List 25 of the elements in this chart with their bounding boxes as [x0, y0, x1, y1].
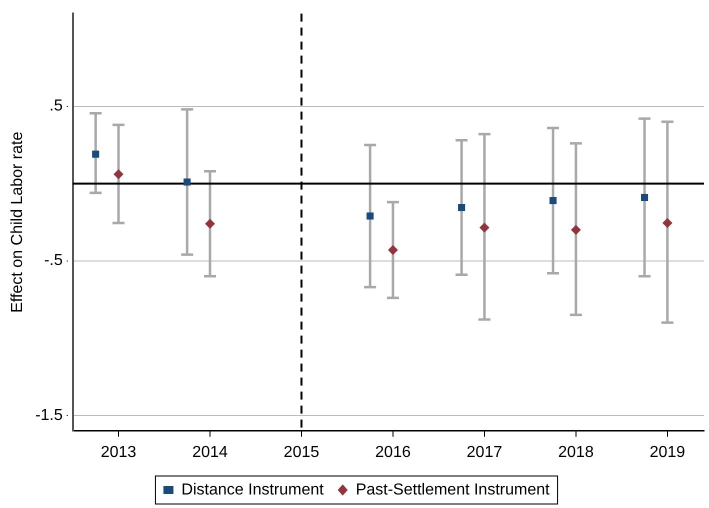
point: [184, 178, 191, 186]
point: [641, 194, 648, 202]
legend-label: Past-Settlement Instrument: [356, 481, 550, 498]
point: [570, 224, 581, 235]
y-tick-label: -.5: [44, 252, 63, 270]
point: [458, 204, 466, 212]
legend-label: Distance Instrument: [181, 481, 324, 498]
x-tick-label: 2018: [558, 444, 594, 461]
x-tick-label: 2016: [375, 444, 411, 461]
x-tick-label: 2014: [192, 444, 228, 461]
x-tick-label: 2015: [284, 444, 320, 461]
point: [662, 218, 672, 228]
point: [204, 218, 215, 229]
x-tick-label: 2019: [650, 444, 686, 461]
point: [388, 245, 398, 256]
point: [114, 169, 124, 180]
y-axis-title: Effect on Child Labor rate: [9, 132, 26, 313]
point: [92, 150, 100, 158]
y-tick-label: -1.5: [35, 406, 63, 424]
x-tick-label: 2013: [100, 444, 136, 461]
point: [366, 212, 374, 220]
point: [550, 197, 557, 204]
point: [479, 222, 490, 233]
y-tick-label: .5: [49, 98, 63, 115]
x-tick-label: 2017: [466, 444, 502, 461]
